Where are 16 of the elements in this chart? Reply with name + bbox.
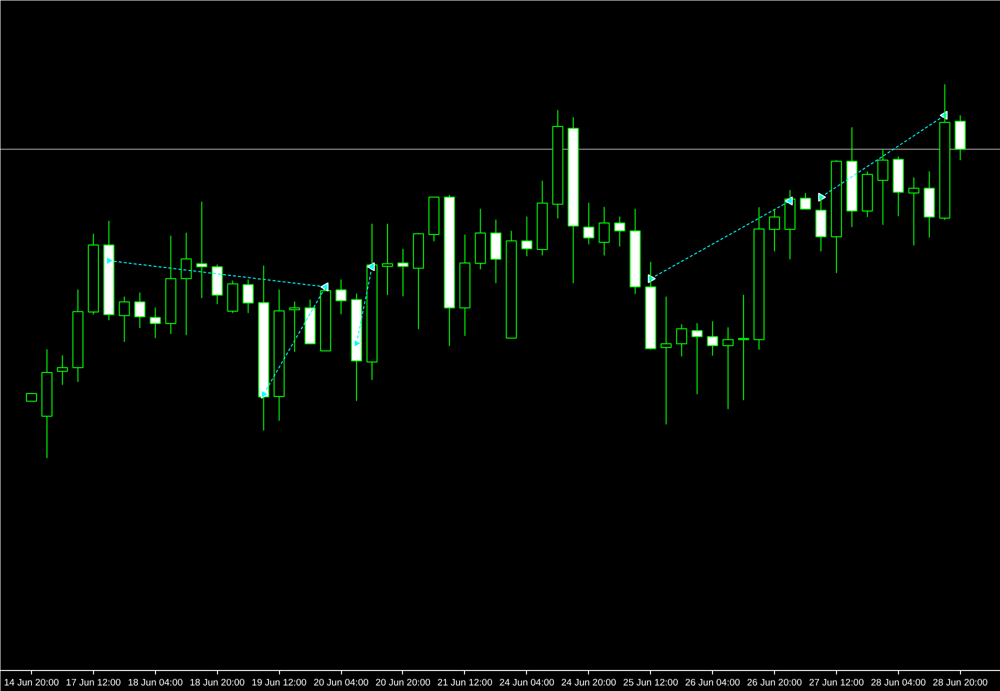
x-tick-label: 21 Jun 12:00: [437, 678, 492, 688]
x-tick-label: 18 Jun 20:00: [190, 678, 245, 688]
x-tick-label: 20 Jun 04:00: [314, 678, 369, 688]
x-tick-label: 19 Jun 12:00: [252, 678, 307, 688]
x-tick-label: 20 Jun 20:00: [376, 678, 430, 688]
x-tick-label: 18 Jun 04:00: [128, 678, 183, 688]
x-tick-label: 24 Jun 20:00: [561, 678, 616, 688]
x-tick-label: 28 Jun 20:00: [932, 678, 988, 688]
x-tick-label: 25 Jun 12:00: [623, 678, 678, 688]
x-tick-label: 26 Jun 04:00: [685, 678, 740, 688]
x-tick-label: 17 Jun 12:00: [66, 678, 121, 688]
x-tick-label: 14 Jun 20:00: [4, 678, 59, 688]
x-tick-label: 26 Jun 20:00: [747, 678, 802, 688]
x-tick-label: 27 Jun 12:00: [808, 678, 864, 688]
x-tick-label: 28 Jun 04:00: [870, 678, 926, 688]
x-tick-label: 24 Jun 04:00: [499, 678, 554, 688]
